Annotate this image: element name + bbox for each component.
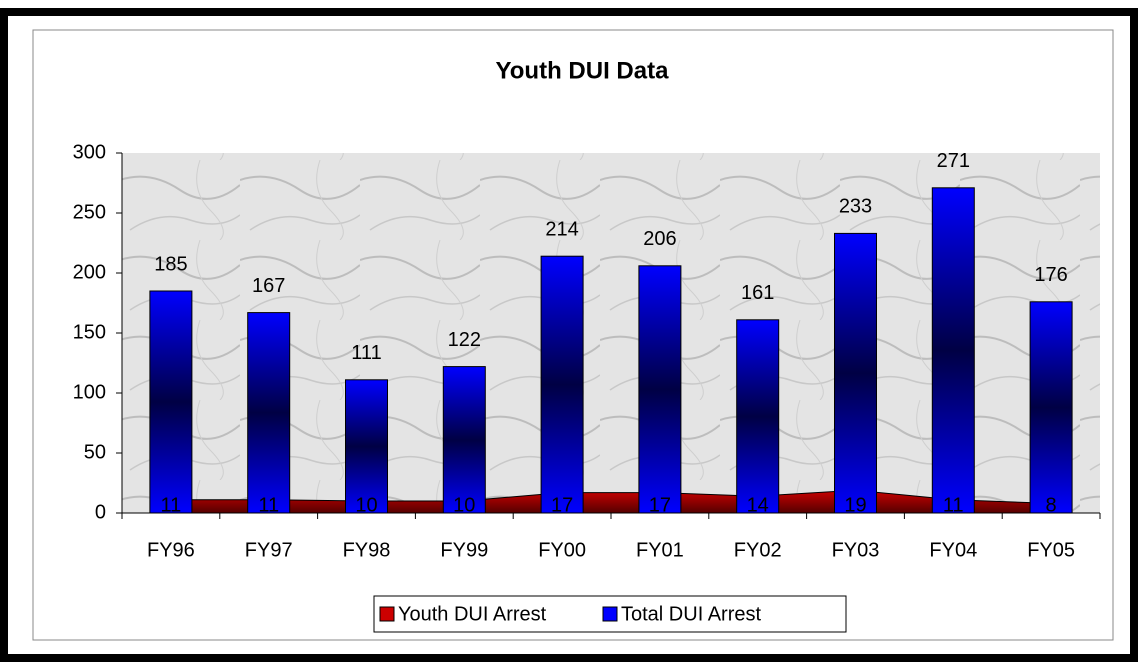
bar-label: 176 bbox=[1034, 264, 1067, 286]
y-tick-label: 50 bbox=[84, 441, 106, 463]
area-label: 17 bbox=[551, 494, 573, 516]
bar-label: 185 bbox=[154, 253, 187, 275]
bar-label: 214 bbox=[545, 218, 578, 240]
bar bbox=[442, 366, 486, 514]
bar bbox=[345, 379, 388, 514]
y-tick-label: 150 bbox=[73, 321, 106, 343]
x-tick-label: FY98 bbox=[343, 539, 391, 561]
bar bbox=[149, 290, 193, 514]
y-tick-label: 100 bbox=[73, 381, 106, 403]
bar-label: 122 bbox=[448, 329, 481, 351]
x-tick-label: FY05 bbox=[1027, 539, 1075, 561]
area-label: 14 bbox=[747, 494, 769, 516]
bar bbox=[834, 232, 877, 514]
bar-label: 167 bbox=[252, 275, 285, 297]
x-tick-label: FY97 bbox=[245, 539, 293, 561]
chart-title: Youth DUI Data bbox=[496, 57, 670, 84]
bar-label: 111 bbox=[351, 342, 381, 364]
area-label: 19 bbox=[844, 494, 866, 516]
area-label: 11 bbox=[258, 494, 279, 516]
bar-label: 206 bbox=[643, 228, 676, 250]
bar bbox=[638, 265, 682, 514]
bar bbox=[1029, 301, 1073, 514]
bar bbox=[931, 187, 975, 514]
y-tick-label: 0 bbox=[95, 501, 106, 523]
area-label: 11 bbox=[943, 494, 964, 516]
legend-label: Total DUI Arrest bbox=[621, 603, 761, 625]
x-tick-label: FY00 bbox=[538, 539, 586, 561]
y-tick-label: 300 bbox=[73, 141, 106, 163]
bar bbox=[247, 312, 291, 514]
legend-swatch bbox=[602, 606, 618, 622]
bar-label: 161 bbox=[741, 282, 774, 304]
area-label: 11 bbox=[161, 494, 182, 516]
x-tick-label: FY02 bbox=[734, 539, 782, 561]
y-tick-label: 200 bbox=[73, 261, 106, 283]
area-label: 10 bbox=[355, 494, 377, 516]
x-tick-label: FY96 bbox=[147, 539, 195, 561]
area-label: 17 bbox=[649, 494, 671, 516]
x-tick-label: FY01 bbox=[636, 539, 684, 561]
area-label: 10 bbox=[453, 494, 475, 516]
y-tick-label: 250 bbox=[73, 201, 106, 223]
x-tick-label: FY03 bbox=[832, 539, 880, 561]
bar-label: 233 bbox=[839, 196, 872, 218]
legend-swatch bbox=[379, 606, 395, 622]
bar bbox=[736, 319, 780, 514]
bar bbox=[540, 255, 584, 514]
area-label: 8 bbox=[1046, 494, 1057, 516]
legend-label: Youth DUI Arrest bbox=[398, 603, 547, 625]
x-tick-label: FY99 bbox=[440, 539, 488, 561]
bar-label: 271 bbox=[937, 150, 970, 172]
x-tick-label: FY04 bbox=[929, 539, 977, 561]
